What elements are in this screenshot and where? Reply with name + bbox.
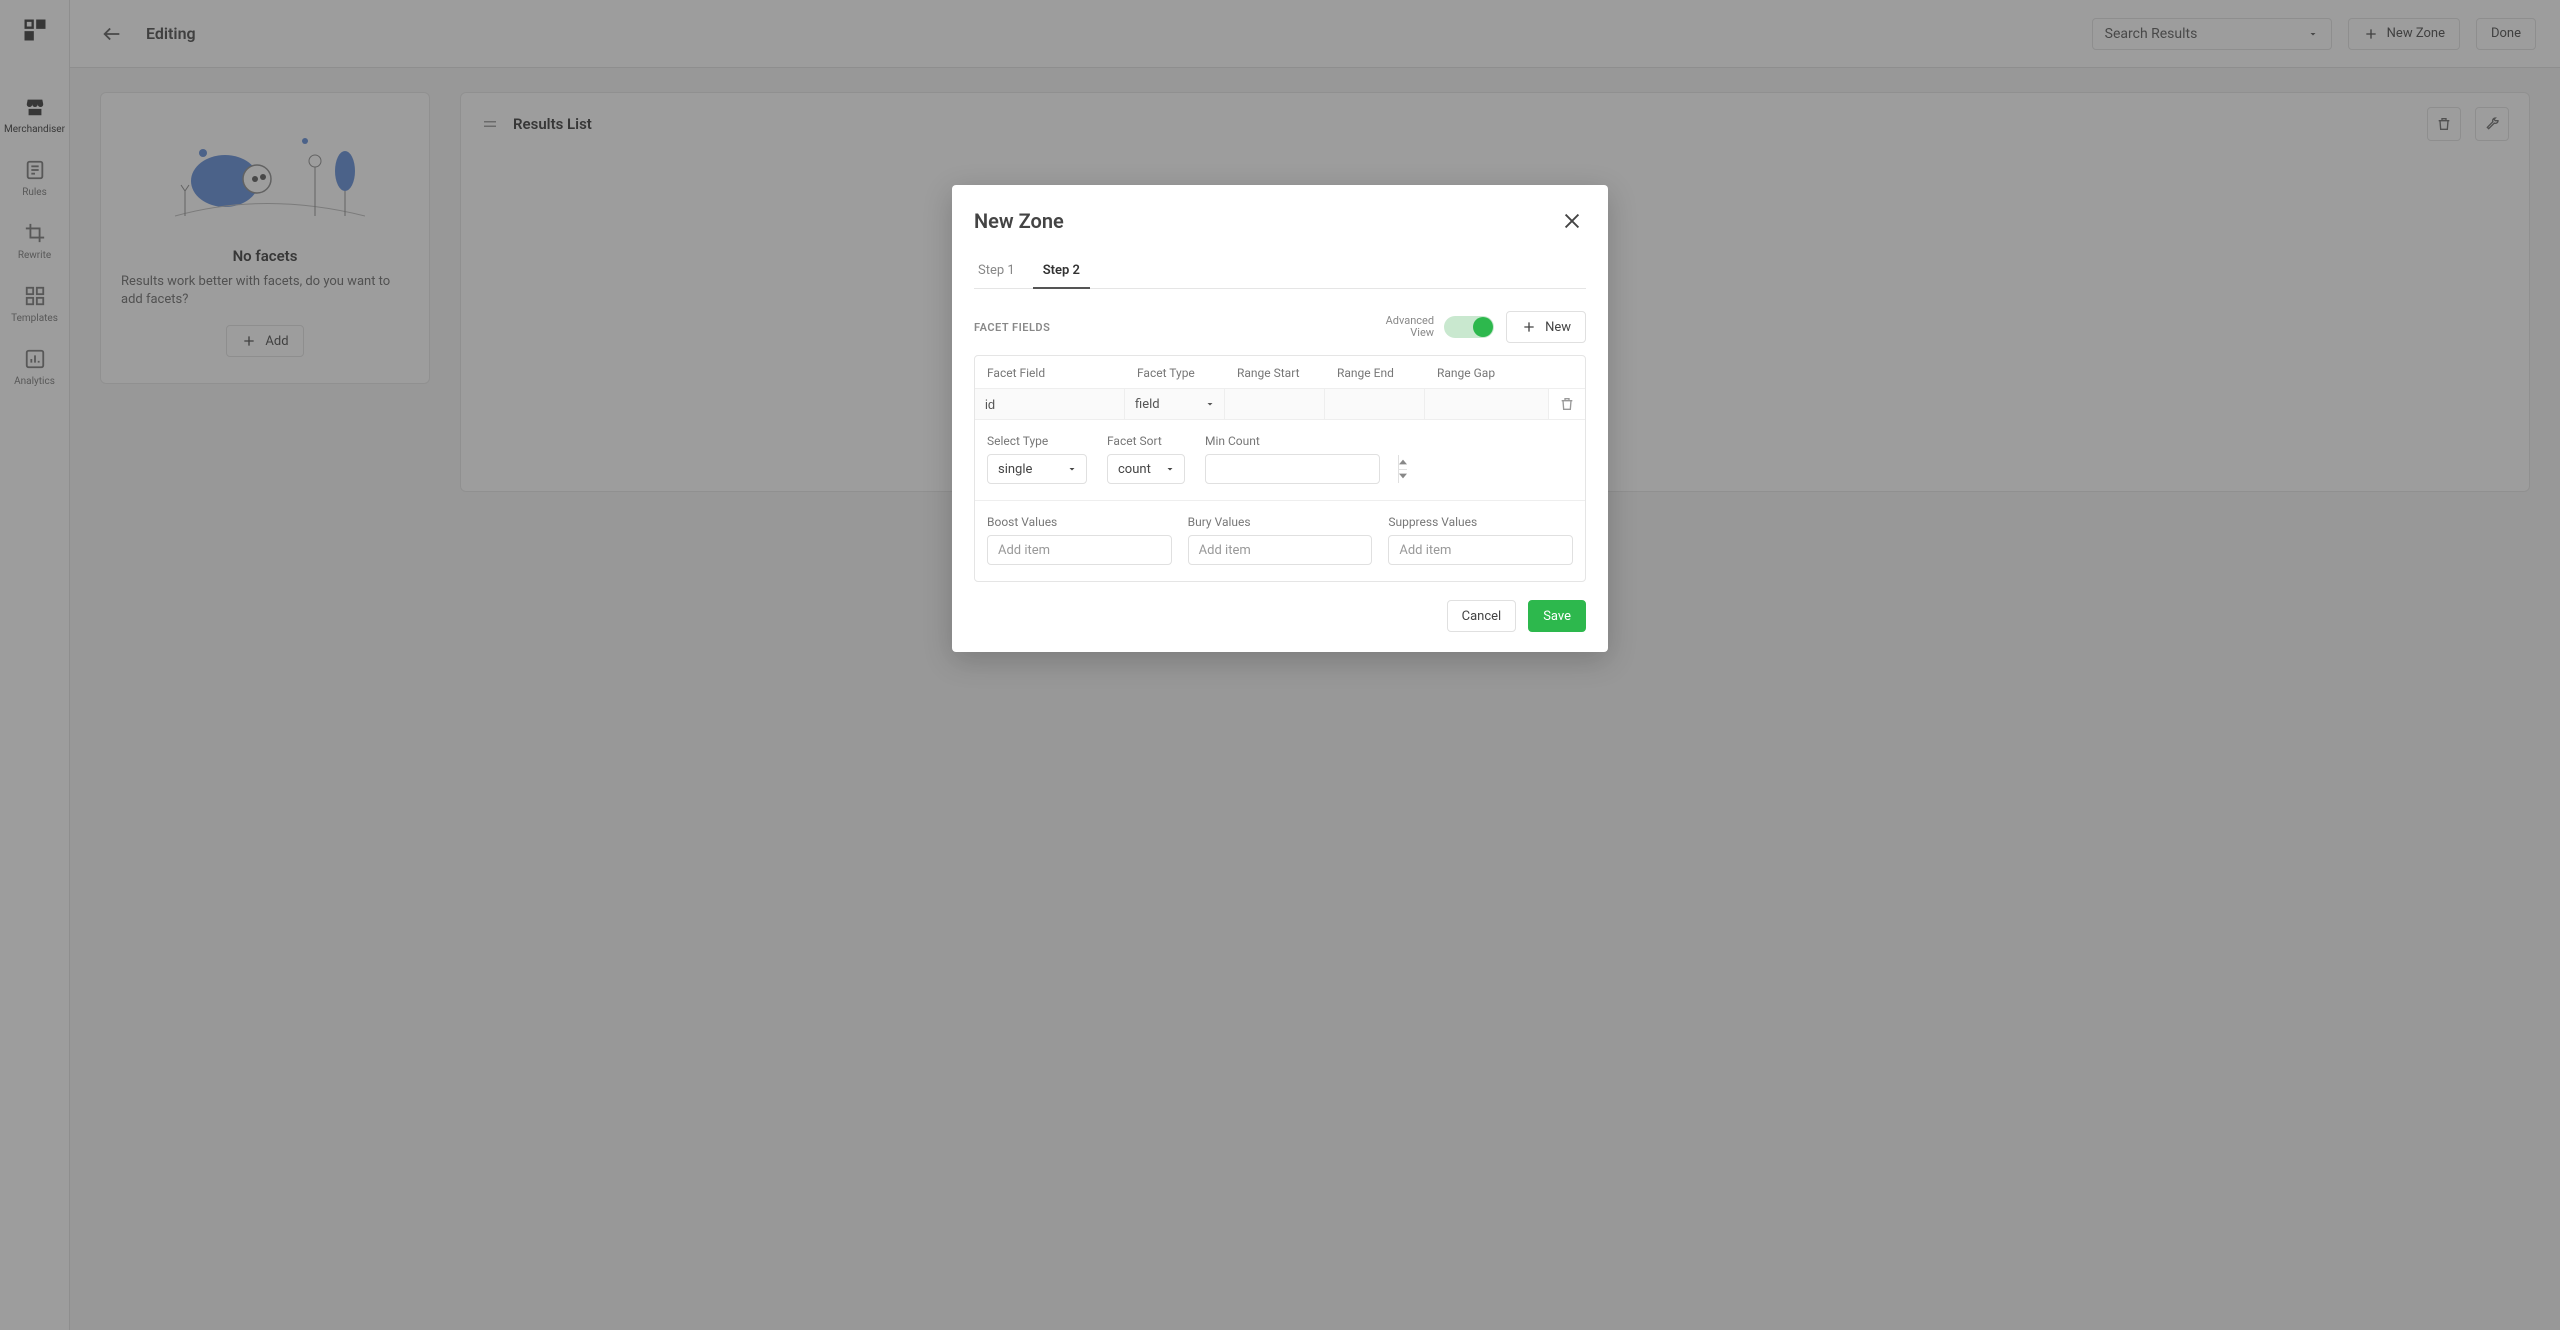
facet-form-row: Select Type single Facet Sort count Min … <box>975 420 1585 501</box>
advanced-view-label: Advanced View <box>1386 315 1434 339</box>
tab-step-2[interactable]: Step 2 <box>1039 255 1084 288</box>
trash-icon <box>1559 396 1575 412</box>
caret-down-icon <box>1399 473 1407 479</box>
select-type-label: Select Type <box>987 434 1087 448</box>
new-zone-modal: New Zone Step 1 Step 2 FACET FIELDS Adva… <box>952 185 1608 652</box>
header-facet-type: Facet Type <box>1137 366 1237 380</box>
facet-sort-label: Facet Sort <box>1107 434 1185 448</box>
step-down-button[interactable] <box>1399 470 1407 484</box>
facet-row: field <box>975 389 1585 420</box>
boost-placeholder: Add item <box>998 543 1050 558</box>
values-row: Boost Values Add item Bury Values Add it… <box>975 501 1585 581</box>
facet-header-row: Facet Field Facet Type Range Start Range… <box>975 356 1585 389</box>
facet-type-select[interactable]: field <box>1125 389 1224 419</box>
min-count-label: Min Count <box>1205 434 1380 448</box>
tab-step-1[interactable]: Step 1 <box>974 255 1019 288</box>
modal-tabs: Step 1 Step 2 <box>974 255 1586 289</box>
advanced-view-toggle[interactable] <box>1444 316 1494 338</box>
header-facet-field: Facet Field <box>987 366 1137 380</box>
save-button[interactable]: Save <box>1528 600 1586 632</box>
close-icon <box>1561 210 1583 232</box>
chevron-down-icon <box>1164 463 1176 475</box>
toggle-knob <box>1473 317 1493 337</box>
new-facet-button[interactable]: New <box>1506 311 1586 343</box>
chevron-down-icon <box>1204 398 1216 410</box>
select-type-value: single <box>998 462 1032 477</box>
modal-title: New Zone <box>974 209 1064 233</box>
boost-values-label: Boost Values <box>987 515 1172 529</box>
save-label: Save <box>1543 609 1571 624</box>
caret-up-icon <box>1399 459 1407 465</box>
chevron-down-icon <box>1066 463 1078 475</box>
header-range-start: Range Start <box>1237 366 1337 380</box>
range-gap-input[interactable] <box>1425 389 1548 419</box>
header-range-end: Range End <box>1337 366 1437 380</box>
facet-fields-label: FACET FIELDS <box>974 321 1050 334</box>
plus-icon <box>1521 319 1537 335</box>
min-count-input-wrapper <box>1205 454 1380 484</box>
facet-fields-box: Facet Field Facet Type Range Start Range… <box>974 355 1586 582</box>
suppress-placeholder: Add item <box>1399 543 1451 558</box>
range-end-input[interactable] <box>1325 389 1424 419</box>
step-up-button[interactable] <box>1399 455 1407 470</box>
facet-type-value: field <box>1135 397 1160 412</box>
bury-placeholder: Add item <box>1199 543 1251 558</box>
facet-sort-value: count <box>1118 462 1151 477</box>
bury-values-label: Bury Values <box>1188 515 1373 529</box>
modal-overlay: New Zone Step 1 Step 2 FACET FIELDS Adva… <box>0 0 2560 1330</box>
new-facet-label: New <box>1545 320 1571 335</box>
boost-values-input[interactable]: Add item <box>987 535 1172 565</box>
cancel-label: Cancel <box>1462 609 1502 624</box>
delete-facet-row-button[interactable] <box>1549 389 1585 419</box>
min-count-stepper <box>1398 455 1407 483</box>
select-type-select[interactable]: single <box>987 454 1087 484</box>
close-modal-button[interactable] <box>1558 207 1586 235</box>
facet-sort-select[interactable]: count <box>1107 454 1185 484</box>
cancel-button[interactable]: Cancel <box>1447 600 1517 632</box>
bury-values-input[interactable]: Add item <box>1188 535 1373 565</box>
suppress-values-input[interactable]: Add item <box>1388 535 1573 565</box>
suppress-values-label: Suppress Values <box>1388 515 1573 529</box>
range-start-input[interactable] <box>1225 389 1324 419</box>
facet-field-input[interactable] <box>975 389 1124 419</box>
min-count-input[interactable] <box>1206 455 1398 483</box>
header-range-gap: Range Gap <box>1437 366 1573 380</box>
